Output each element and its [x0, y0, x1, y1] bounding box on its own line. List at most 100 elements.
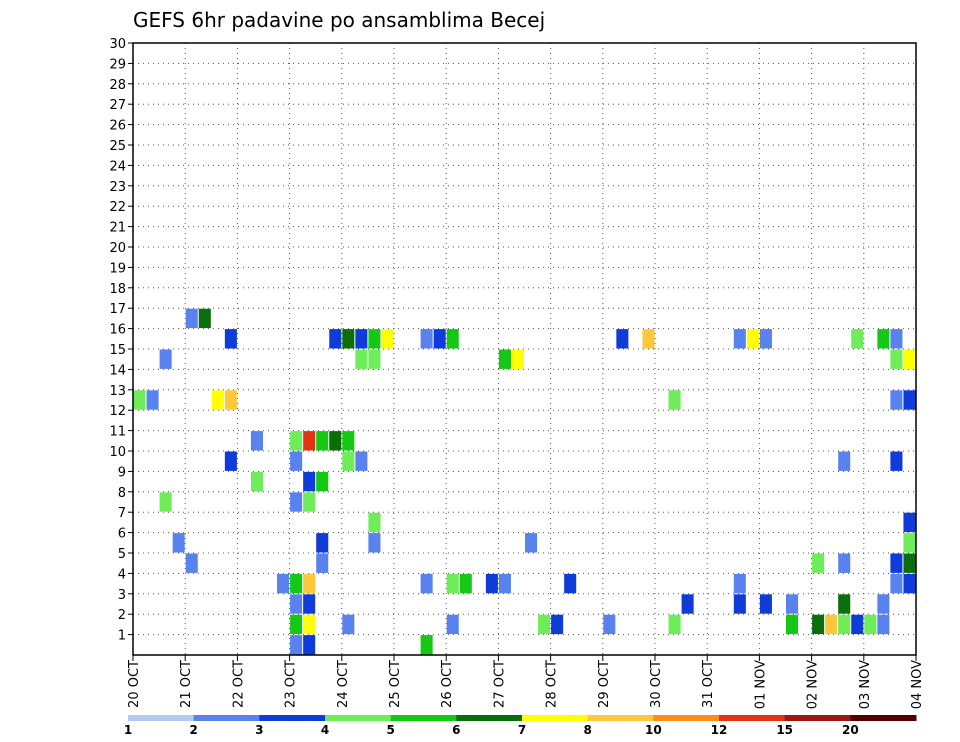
precip-cell [603, 614, 616, 635]
precip-cell [420, 329, 433, 349]
precip-cell [329, 431, 342, 451]
y-tick-label: 12 [109, 404, 126, 419]
precip-cell [211, 390, 224, 410]
chart-title: GEFS 6hr padavine po ansamblima Becej [133, 8, 545, 32]
precip-cell [290, 635, 303, 655]
y-tick-label: 28 [109, 78, 126, 93]
precip-cell [159, 349, 172, 369]
y-tick-label: 10 [109, 445, 126, 460]
precip-cell [903, 573, 916, 594]
y-tick-label: 5 [118, 547, 126, 562]
y-tick-label: 9 [118, 465, 126, 480]
precip-cell [890, 573, 903, 594]
y-tick-label: 14 [109, 363, 126, 378]
y-tick-label: 2 [118, 608, 126, 623]
precip-cell [290, 431, 303, 451]
y-tick-label: 7 [118, 506, 126, 521]
precip-cell [877, 614, 890, 635]
precip-cell [498, 573, 511, 594]
y-tick-label: 26 [109, 119, 126, 134]
precip-cell [746, 329, 759, 349]
colorbar-tick-label: 2 [189, 723, 197, 737]
y-tick-label: 15 [109, 343, 126, 358]
precip-cell [303, 614, 316, 635]
y-tick-label: 3 [118, 588, 126, 603]
x-tick-label: 03 NOV [858, 660, 873, 709]
colorbar-segment [456, 715, 523, 721]
precip-cell [368, 512, 381, 533]
precip-cell [146, 390, 159, 410]
y-tick-label: 18 [109, 282, 126, 297]
y-tick-label: 22 [109, 200, 126, 215]
precip-cell [786, 614, 799, 635]
precip-cell [890, 553, 903, 573]
precip-cell [368, 329, 381, 349]
precip-cell [316, 553, 329, 573]
precip-cell [642, 329, 655, 349]
y-axis-ticks: 1234567891011121314151617181920212223242… [109, 37, 133, 644]
colorbar-tick-label: 12 [711, 723, 728, 737]
precip-cell [342, 329, 355, 349]
x-tick-label: 27 OCT [492, 660, 507, 708]
precip-cell [864, 614, 877, 635]
x-tick-label: 30 OCT [649, 660, 664, 708]
precip-cell [433, 329, 446, 349]
precip-cell [838, 553, 851, 573]
precip-cell [733, 594, 746, 614]
colorbar-segment [193, 715, 260, 721]
precip-cell [303, 594, 316, 614]
x-tick-label: 25 OCT [388, 660, 403, 708]
colorbar-segment [390, 715, 457, 721]
precip-cell [185, 308, 198, 329]
precip-cell [903, 553, 916, 573]
precip-cell [303, 492, 316, 512]
precip-cell [303, 431, 316, 451]
precip-cell [446, 614, 459, 635]
precip-cell [446, 329, 459, 349]
grid-lines [133, 43, 916, 655]
precip-cell [342, 451, 355, 471]
y-tick-label: 4 [118, 567, 126, 582]
precip-cell [733, 573, 746, 594]
precip-cell [185, 553, 198, 573]
colorbar: 1 2 3 4 5 6 7 8 10 12 15 20 [124, 715, 917, 737]
precip-cell [172, 533, 185, 553]
colorbar-tick-label: 3 [255, 723, 263, 737]
colorbar-segment [850, 715, 917, 721]
precip-cell [133, 390, 146, 410]
x-tick-label: 26 OCT [440, 660, 455, 708]
x-tick-label: 23 OCT [284, 660, 299, 708]
precip-cell [485, 573, 498, 594]
precip-cell [290, 594, 303, 614]
x-tick-label: 01 NOV [753, 660, 768, 709]
precip-cell [342, 614, 355, 635]
precip-cell [303, 635, 316, 655]
colorbar-tick-label: 10 [645, 723, 662, 737]
colorbar-segment [653, 715, 720, 721]
precip-cell [316, 431, 329, 451]
y-tick-label: 29 [109, 57, 126, 72]
precip-cell [224, 451, 237, 471]
x-tick-label: 22 OCT [231, 660, 246, 708]
y-tick-label: 25 [109, 139, 126, 154]
y-tick-label: 23 [109, 180, 126, 195]
precip-cell [198, 308, 211, 329]
x-tick-label: 28 OCT [545, 660, 560, 708]
precip-cell [446, 573, 459, 594]
precip-cell [525, 533, 538, 553]
precip-cell [538, 614, 551, 635]
precip-cell [355, 349, 368, 369]
y-tick-label: 11 [109, 425, 126, 440]
precip-cell [890, 329, 903, 349]
precip-cell [381, 329, 394, 349]
precip-cell [250, 431, 263, 451]
colorbar-tick-label: 15 [776, 723, 793, 737]
precip-cell [838, 614, 851, 635]
precip-cell [812, 614, 825, 635]
precip-cell [224, 390, 237, 410]
x-tick-label: 02 NOV [806, 660, 821, 709]
y-tick-label: 27 [109, 98, 126, 113]
precip-cell [355, 451, 368, 471]
y-tick-label: 1 [118, 629, 126, 644]
precip-cell [459, 573, 472, 594]
